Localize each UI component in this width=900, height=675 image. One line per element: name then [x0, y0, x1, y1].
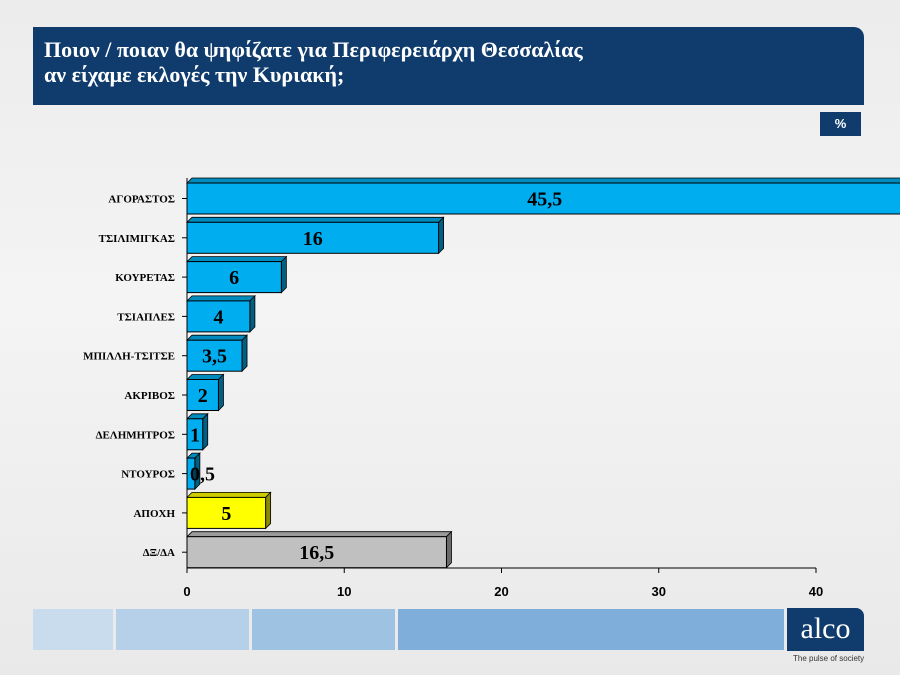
bar-side-face — [280, 255, 287, 294]
footer-band-segment-2 — [116, 609, 249, 650]
bar — [186, 182, 900, 215]
logo-tagline: The pulse of society — [793, 654, 865, 663]
data-label: 5 — [221, 503, 231, 525]
category-label: ΤΣΙΛΙΜΙΓΚΑΣ — [99, 233, 175, 245]
bar-side-face — [249, 294, 256, 333]
bar — [186, 300, 251, 333]
bar-side-face — [438, 216, 445, 255]
bar-top-face — [186, 295, 256, 302]
bar-top-face — [186, 256, 288, 263]
category-label: ΑΚΡΙΒΟΣ — [124, 390, 175, 402]
category-label: ΜΠΙΛΛΗ-ΤΣΙΤΣΕ — [83, 351, 175, 363]
bar-top-face — [186, 334, 249, 341]
bar-side-face — [265, 491, 272, 530]
data-label: 1 — [190, 424, 200, 446]
data-label: 3,5 — [202, 346, 227, 368]
data-label: 45,5 — [527, 189, 562, 211]
bar-top-face — [186, 491, 272, 498]
title-banner: Ποιον / ποιαν θα ψηφίζατε για Περιφερειά… — [33, 27, 864, 105]
category-label: ΚΟΥΡΕΤΑΣ — [115, 272, 175, 284]
category-label: ΔΞ/ΔΑ — [143, 547, 175, 559]
bar — [186, 261, 282, 294]
category-label: ΑΓΟΡΑΣΤΟΣ — [108, 194, 175, 206]
category-label: ΝΤΟΥΡΟΣ — [121, 469, 175, 481]
bar-side-face — [202, 412, 209, 451]
bar — [186, 457, 196, 490]
x-tick-label: 30 — [652, 584, 666, 599]
data-label: 2 — [198, 385, 208, 407]
data-label: 4 — [213, 306, 223, 328]
footer-band-segment-4 — [398, 609, 784, 650]
bar — [186, 339, 243, 372]
unit-badge: % — [820, 112, 861, 136]
bar-top-face — [186, 177, 900, 184]
chart-title-line-2: αν είχαμε εκλογές την Κυριακή; — [44, 62, 345, 87]
bar — [186, 221, 440, 254]
bar-side-face — [218, 373, 224, 412]
bar-top-face — [186, 216, 445, 223]
category-label: ΤΣΙΑΠΛΕΣ — [117, 311, 175, 323]
bar — [186, 418, 204, 451]
category-label: ΔΕΛΗΜΗΤΡΟΣ — [96, 429, 175, 441]
category-label: ΑΠΟΧΗ — [133, 508, 175, 520]
data-label: 16,5 — [299, 542, 334, 564]
bar-top-face — [186, 531, 453, 538]
chart-title-line-1: Ποιον / ποιαν θα ψηφίζατε για Περιφερειά… — [44, 37, 583, 62]
footer-band-segment-3 — [252, 609, 395, 650]
bar — [186, 379, 219, 411]
bar — [186, 496, 267, 529]
x-tick-label: 20 — [494, 584, 508, 599]
x-tick-label: 10 — [337, 584, 351, 599]
footer-band-segment-1 — [33, 609, 113, 650]
bar-top-face — [186, 374, 225, 380]
bar-side-face — [241, 334, 248, 373]
x-tick-label: 40 — [809, 584, 823, 599]
x-tick-label: 0 — [183, 584, 190, 599]
data-label: 0,5 — [190, 464, 215, 486]
bar — [186, 536, 447, 569]
bar-side-face — [446, 530, 452, 569]
data-label: 16 — [303, 228, 323, 250]
alco-logo: alco — [787, 608, 864, 651]
data-label: 6 — [229, 267, 239, 289]
